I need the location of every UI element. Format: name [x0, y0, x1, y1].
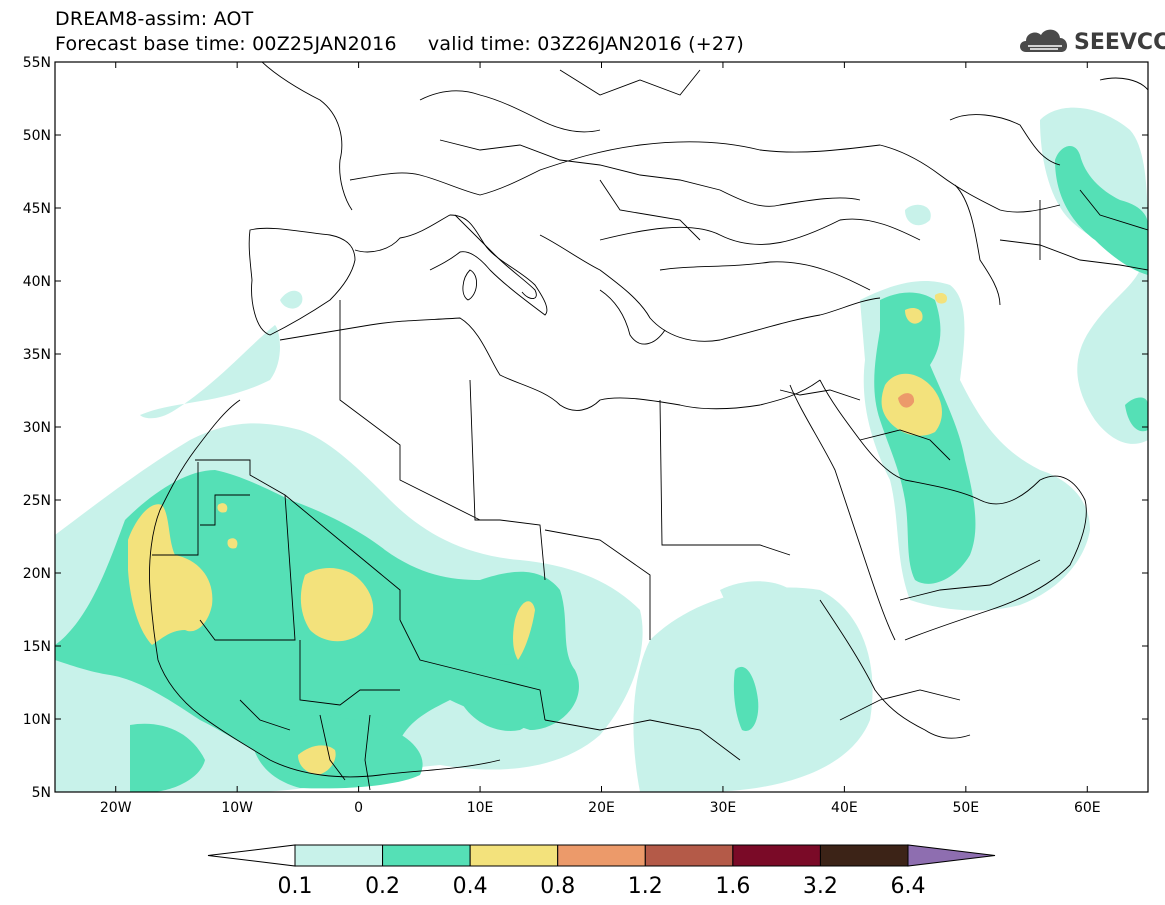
- aot-level-0.4: [128, 292, 948, 775]
- lat-tick-label: 35N: [23, 347, 51, 363]
- lon-tick-label: 10W: [221, 800, 253, 816]
- lat-tick-label: 20N: [23, 566, 51, 582]
- colorbar-label: 1.2: [628, 874, 663, 899]
- lon-tick-label: 20E: [588, 800, 615, 816]
- aot-field: [55, 62, 1148, 792]
- colorbar-box: [732, 844, 821, 867]
- colorbar-label: 1.6: [715, 874, 750, 899]
- colorbar-box: [294, 844, 384, 867]
- colorbar-box: [382, 844, 471, 867]
- colorbar-label: 6.4: [891, 874, 926, 899]
- colorbar-label: 3.2: [803, 874, 838, 899]
- longitude-axis: 20W 10W 0 10E 20E 30E 40E 50E 60E: [100, 62, 1101, 816]
- colorbar-label: 0.8: [540, 874, 575, 899]
- lon-tick-label: 40E: [831, 800, 858, 816]
- colorbar-box: [469, 844, 559, 867]
- lat-tick-label: 50N: [23, 128, 51, 144]
- lon-tick-label: 0: [354, 800, 363, 816]
- plot-title: DREAM8-assim: AOT: [55, 8, 254, 30]
- lat-tick-label: 25N: [23, 493, 51, 509]
- colorbar-box: [644, 844, 734, 867]
- lat-tick-label: 10N: [23, 712, 51, 728]
- lon-tick-label: 30E: [710, 800, 737, 816]
- lat-tick-label: 45N: [23, 201, 51, 217]
- colorbar-label: 0.1: [278, 874, 313, 899]
- lat-tick-label: 5N: [32, 785, 51, 801]
- aot-level-0.8: [898, 393, 915, 408]
- colorbar-box: [819, 844, 909, 867]
- lat-tick-label: 40N: [23, 274, 51, 290]
- lon-tick-label: 10E: [467, 800, 494, 816]
- lon-tick-label: 50E: [952, 800, 979, 816]
- coastlines-and-borders: [149, 62, 1148, 791]
- lat-tick-label: 15N: [23, 639, 51, 655]
- plot-subtitle: Forecast base time: 00Z25JAN2016 valid t…: [55, 33, 745, 55]
- colorbar-box: [557, 844, 646, 867]
- latitude-axis: 55N 50N 45N 40N 35N 30N 25N 20N 15N 10N 5N: [23, 55, 1148, 801]
- colorbar: 0.1 0.2 0.4 0.8 1.2 1.6 3.2 6.4: [207, 844, 996, 899]
- lon-tick-label: 60E: [1074, 800, 1101, 816]
- lon-tick-label: 20W: [100, 800, 132, 816]
- seevccc-logo: SEEVCCC: [1018, 22, 1165, 62]
- logo-text: SEEVCCC: [1074, 30, 1165, 55]
- colorbar-label: 0.4: [453, 874, 488, 899]
- cloud-icon: [1020, 29, 1068, 52]
- colorbar-over-triangle: [907, 844, 996, 867]
- colorbar-under-triangle: [207, 844, 296, 867]
- colorbar-label: 0.2: [365, 874, 400, 899]
- lat-tick-label: 55N: [23, 55, 51, 71]
- lat-tick-label: 30N: [23, 420, 51, 436]
